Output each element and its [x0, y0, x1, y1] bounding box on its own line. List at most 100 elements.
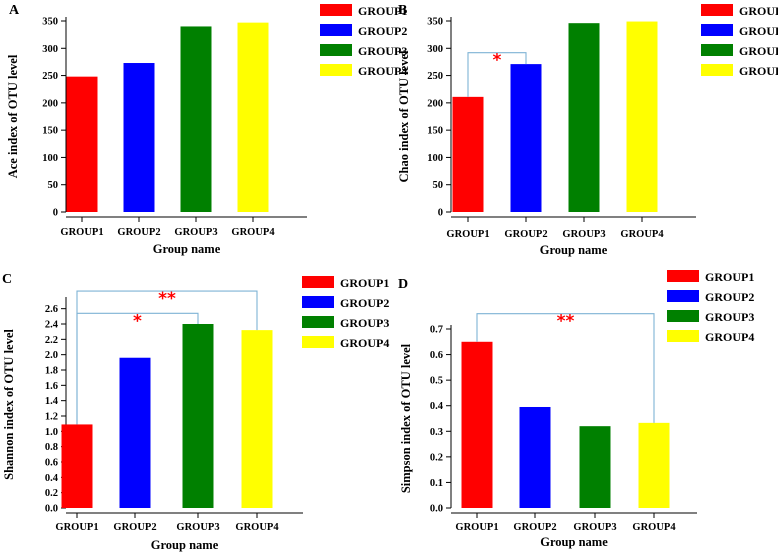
y-tick-label: 0.4	[430, 401, 444, 412]
bar-group4	[626, 21, 658, 212]
x-axis-label: Group name	[540, 243, 608, 257]
significance-marker: **	[158, 289, 176, 309]
y-tick-label: 0.2	[430, 452, 443, 463]
x-tick-label: GROUP4	[231, 227, 275, 238]
legend-label-group2: GROUP2	[340, 296, 389, 310]
bar-group2	[123, 63, 155, 212]
legend-label-group2: GROUP2	[705, 290, 754, 304]
legend-swatch-group1	[302, 276, 334, 288]
bar-group4	[241, 330, 273, 508]
y-tick-label: 150	[42, 126, 58, 137]
legend-label-group2: GROUP2	[358, 24, 407, 38]
y-tick-label: 300	[42, 44, 58, 55]
legend-swatch-group3	[302, 316, 334, 328]
y-axis-label: Shannon index of OTU level	[2, 329, 16, 480]
x-tick-label: GROUP3	[573, 522, 616, 533]
bar-group1	[461, 341, 493, 508]
y-tick-label: 150	[427, 126, 443, 137]
legend-swatch-group3	[667, 310, 699, 322]
legend-swatch-group3	[320, 44, 352, 56]
significance-bracket	[76, 290, 258, 425]
legend-label-group1: GROUP1	[705, 270, 754, 284]
legend-swatch-group2	[320, 24, 352, 36]
chart-panel-b: B 0 50 100 150 200 250 300 350 GROUP1 GROUP2 GROUP3…	[397, 3, 778, 257]
x-axis-label: Group name	[540, 535, 608, 549]
y-tick-label: 0.0	[45, 504, 58, 515]
x-tick-label: GROUP4	[235, 522, 279, 533]
legend-label-group4: GROUP4	[340, 336, 389, 350]
bar-group3	[180, 26, 212, 213]
y-tick-label: 2.2	[45, 335, 58, 346]
legend-label-group3: GROUP3	[340, 316, 389, 330]
legend-label-group4: GROUP4	[705, 330, 754, 344]
y-tick-label: 0.0	[430, 504, 443, 515]
bar-group3	[579, 426, 611, 508]
x-tick-label: GROUP1	[60, 227, 103, 238]
legend-label-group3: GROUP3	[358, 44, 407, 58]
y-tick-label: 2.0	[45, 350, 58, 361]
y-axis-label: Ace index of OTU level	[6, 54, 20, 178]
bar-group2	[510, 64, 542, 213]
significance-marker: **	[557, 312, 575, 332]
y-tick-label: 0	[53, 208, 58, 219]
bar-group4	[237, 22, 269, 212]
legend-swatch-group1	[320, 4, 352, 16]
y-axis-label: Chao index of OTU level	[397, 50, 411, 182]
legend-swatch-group1	[701, 4, 733, 16]
bar-group1	[66, 76, 98, 212]
x-tick-label: GROUP3	[176, 522, 219, 533]
y-tick-label: 2.6	[45, 304, 58, 315]
x-tick-label: GROUP2	[113, 522, 156, 533]
bar-group3	[568, 23, 600, 212]
legend-swatch-group1	[667, 270, 699, 282]
y-tick-label: 0.3	[430, 427, 443, 438]
legend-label-group1: GROUP1	[340, 276, 389, 290]
legend-label-group4: GROUP4	[739, 64, 778, 78]
x-tick-label: GROUP1	[55, 522, 98, 533]
bar-group2	[119, 357, 151, 508]
bar-group4	[638, 422, 670, 508]
legend-swatch-group4	[667, 330, 699, 342]
significance-marker: *	[133, 311, 142, 331]
legend-swatch-group4	[701, 64, 733, 76]
legend-label-group1: GROUP1	[739, 4, 778, 18]
legend-swatch-group2	[302, 296, 334, 308]
significance-bracket	[467, 52, 527, 97]
x-tick-label: GROUP2	[504, 229, 547, 240]
legend-swatch-group4	[320, 64, 352, 76]
legend-swatch-group2	[701, 24, 733, 36]
y-tick-label: 1.0	[45, 427, 58, 438]
x-tick-label: GROUP4	[632, 522, 676, 533]
y-tick-label: 0.4	[45, 473, 59, 484]
y-tick-label: 1.6	[45, 381, 58, 392]
significance-bracket	[476, 313, 655, 423]
y-tick-label: 200	[427, 98, 443, 109]
y-tick-label: 250	[427, 71, 443, 82]
y-tick-label: 100	[42, 153, 58, 164]
panel-letter: A	[9, 3, 20, 18]
y-tick-label: 350	[427, 17, 443, 28]
legend-swatch-group3	[701, 44, 733, 56]
y-tick-label: 0.8	[45, 442, 58, 453]
y-tick-label: 0.2	[45, 488, 58, 499]
panel-letter: D	[398, 277, 408, 292]
x-axis-label: Group name	[151, 538, 219, 552]
x-tick-label: GROUP2	[117, 227, 160, 238]
legend-label-group1: GROUP1	[358, 4, 407, 18]
y-tick-label: 300	[427, 44, 443, 55]
legend-swatch-group4	[302, 336, 334, 348]
y-tick-label: 350	[42, 17, 58, 28]
y-tick-label: 0.7	[430, 325, 443, 336]
chart-panel-c: C 0.0 0.2 0.4 0.6 0.8 1.0 1.2 1.4 1.6 1.8 2.0 2.2 2.4…	[2, 272, 389, 552]
x-tick-label: GROUP2	[513, 522, 556, 533]
y-tick-label: 2.4	[45, 320, 59, 331]
legend-label-group3: GROUP3	[705, 310, 754, 324]
legend-label-group4: GROUP4	[358, 64, 407, 78]
y-axis-label: Simpson index of OTU level	[399, 343, 413, 493]
legend-label-group3: GROUP3	[739, 44, 778, 58]
bar-group1	[61, 424, 93, 508]
y-tick-label: 0.5	[430, 376, 443, 387]
y-tick-label: 100	[427, 153, 443, 164]
bar-group3	[182, 324, 214, 508]
